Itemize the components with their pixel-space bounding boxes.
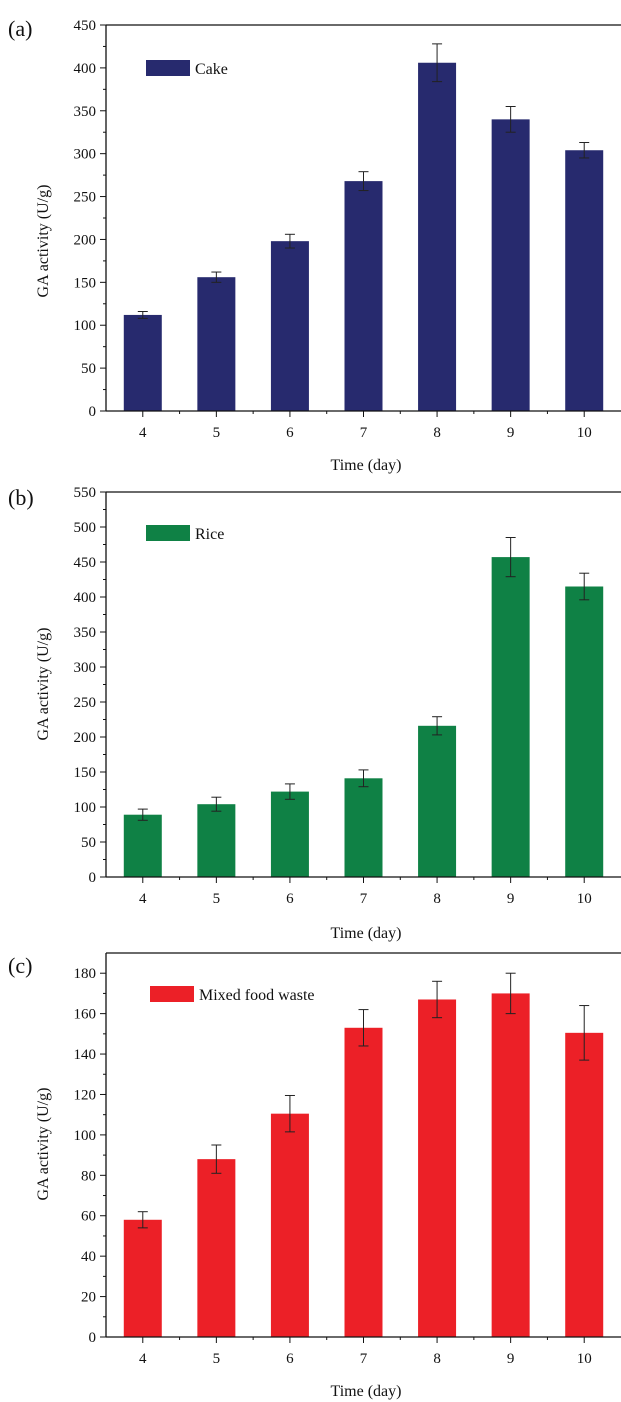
legend-swatch: [146, 525, 190, 541]
y-tick-label: 500: [74, 520, 97, 536]
x-tick-label: 7: [360, 891, 368, 907]
y-axis-title: GA activity (U/g): [35, 1088, 52, 1201]
plot-area: 0 50 100 150 200 250 300 350 400 450 500 550 4 5 6 7 8 9 1…: [74, 485, 621, 907]
bar-9: [491, 119, 530, 411]
y-tick-label: 0: [89, 870, 97, 886]
y-tick-label: 450: [74, 555, 97, 571]
y-tick-label: 250: [74, 190, 97, 206]
y-tick-label: 50: [81, 835, 96, 851]
x-tick-label: 4: [139, 891, 147, 907]
x-tick-label: 7: [360, 425, 368, 441]
bar-7: [344, 1027, 383, 1337]
x-tick-label: 8: [433, 1351, 441, 1367]
x-tick-label: 8: [433, 425, 441, 441]
bar-6: [270, 241, 309, 411]
x-tick-label: 5: [213, 891, 221, 907]
panel-a: (a) GA activity (U/g) Time (day) Cake 0 5…: [8, 16, 621, 474]
x-tick-label: 10: [577, 891, 592, 907]
panel-c: (c) GA activity (U/g) Time (day) Mixed f…: [8, 952, 621, 1400]
bar-5: [197, 277, 236, 411]
x-axis-title: Time (day): [331, 925, 402, 942]
y-axis-title: GA activity (U/g): [35, 185, 52, 298]
y-tick-label: 0: [89, 404, 97, 420]
y-tick-label: 250: [74, 695, 97, 711]
y-tick-label: 400: [74, 590, 97, 606]
y-tick-label: 180: [74, 966, 97, 982]
legend-label: Cake: [195, 61, 228, 78]
bar-4: [123, 814, 162, 877]
x-tick-label: 5: [213, 425, 221, 441]
x-tick-label: 9: [507, 891, 515, 907]
y-tick-label: 350: [74, 625, 97, 641]
bar-7: [344, 181, 383, 411]
x-tick-label: 10: [577, 425, 592, 441]
y-tick-label: 80: [81, 1168, 96, 1184]
y-tick-label: 300: [74, 147, 97, 163]
panel-label: (a): [8, 16, 32, 41]
bar-9: [491, 993, 530, 1337]
bar-6: [270, 1113, 309, 1337]
y-tick-label: 150: [74, 765, 97, 781]
y-tick-label: 60: [81, 1209, 96, 1225]
y-tick-label: 400: [74, 61, 97, 77]
y-tick-label: 350: [74, 104, 97, 120]
legend-swatch: [146, 60, 190, 76]
legend-swatch: [150, 986, 194, 1002]
bar-10: [565, 586, 604, 877]
y-tick-label: 140: [74, 1047, 97, 1063]
y-tick-label: 100: [74, 800, 97, 816]
x-tick-label: 10: [577, 1351, 592, 1367]
x-tick-label: 4: [139, 1351, 147, 1367]
y-tick-label: 150: [74, 275, 97, 291]
x-tick-label: 6: [286, 1351, 294, 1367]
bar-10: [565, 150, 604, 412]
x-tick-label: 5: [213, 1351, 221, 1367]
y-tick-label: 160: [74, 1007, 97, 1023]
bar-8: [418, 725, 457, 877]
y-tick-label: 40: [81, 1249, 96, 1265]
bar-6: [270, 791, 309, 877]
x-axis-title: Time (day): [331, 457, 402, 474]
y-tick-label: 120: [74, 1087, 97, 1103]
bar-4: [123, 1219, 162, 1337]
bar-4: [123, 314, 162, 411]
y-tick-label: 550: [74, 485, 97, 501]
bar-7: [344, 778, 383, 877]
legend-label: Mixed food waste: [199, 987, 315, 1004]
x-tick-label: 4: [139, 425, 147, 441]
y-tick-label: 200: [74, 730, 97, 746]
bar-8: [418, 62, 457, 412]
legend-label: Rice: [195, 526, 224, 543]
y-tick-label: 200: [74, 232, 97, 248]
y-tick-label: 50: [81, 361, 96, 377]
y-tick-label: 0: [89, 1330, 97, 1346]
x-tick-label: 9: [507, 425, 515, 441]
x-axis-title: Time (day): [331, 1383, 402, 1400]
bar-10: [565, 1032, 604, 1337]
x-tick-label: 6: [286, 891, 294, 907]
panel-label: (c): [8, 953, 32, 978]
bar-8: [418, 999, 457, 1337]
x-tick-label: 6: [286, 425, 294, 441]
panel-b: (b) GA activity (U/g) Time (day) Rice 0 5…: [8, 485, 621, 942]
y-tick-label: 450: [74, 18, 97, 34]
y-tick-label: 100: [74, 318, 97, 334]
y-tick-label: 20: [81, 1290, 96, 1306]
bar-5: [197, 804, 236, 877]
bar-9: [491, 557, 530, 877]
plot-area: 0 20 40 60 80 100 120 140 160 180 4 5 6 7 8 9 10: [74, 952, 621, 1367]
plot-area: 0 50 100 150 200 250 300 350 400 450 4 5 6 7 8 9 10: [74, 18, 621, 441]
y-tick-label: 100: [74, 1128, 97, 1144]
y-tick-label: 300: [74, 660, 97, 676]
y-axis-title: GA activity (U/g): [35, 628, 52, 741]
x-tick-label: 7: [360, 1351, 368, 1367]
x-tick-label: 8: [433, 891, 441, 907]
x-tick-label: 9: [507, 1351, 515, 1367]
panel-label: (b): [8, 485, 34, 510]
bar-5: [197, 1159, 236, 1337]
